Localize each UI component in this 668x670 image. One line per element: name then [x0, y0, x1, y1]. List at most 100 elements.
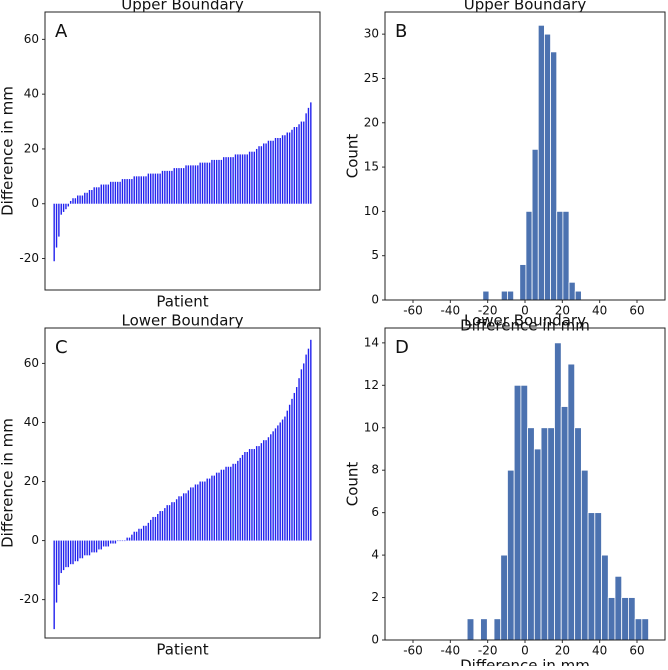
bar [142, 176, 145, 204]
histogram-bar [574, 290, 582, 301]
bar [197, 484, 199, 541]
x-tick-label: 0 [521, 304, 529, 318]
bar [239, 154, 241, 204]
bar [204, 481, 206, 541]
histogram-bar [500, 554, 508, 641]
bar [286, 132, 288, 204]
x-tick-label: -40 [441, 644, 461, 658]
bar [178, 168, 180, 204]
bar [274, 137, 277, 204]
x-tick-label: 0 [521, 644, 529, 658]
bar [175, 499, 178, 541]
bar [154, 173, 157, 204]
histogram-bar [507, 290, 515, 301]
y-tick-label: 5 [371, 248, 379, 262]
y-axis-label: Count [344, 462, 362, 507]
bar [126, 179, 128, 204]
bar [84, 540, 86, 556]
bar [194, 165, 197, 204]
bar [270, 434, 272, 541]
histogram-bar [547, 427, 555, 641]
bar [114, 540, 117, 544]
bar [237, 460, 239, 541]
histogram-bar [601, 554, 609, 641]
bar [222, 157, 225, 204]
bar [135, 176, 138, 204]
bar [263, 440, 265, 541]
bar [65, 203, 67, 210]
histogram-bar [550, 51, 558, 301]
bar [288, 404, 291, 541]
bar [88, 190, 91, 204]
bar [164, 508, 166, 541]
bar [218, 159, 220, 204]
bar [251, 449, 253, 541]
bar [244, 154, 246, 204]
bar [293, 392, 296, 541]
bar [258, 446, 260, 541]
histogram-bar [594, 512, 602, 641]
bar [117, 181, 119, 204]
bar [197, 165, 199, 204]
bar [182, 168, 185, 204]
bar [234, 463, 237, 541]
y-axis-label: Difference in mm [0, 86, 17, 216]
histogram-bar [580, 469, 589, 641]
plot-frame [384, 11, 666, 301]
bar [258, 146, 260, 204]
histogram-bar [537, 24, 545, 301]
x-tick-label: -20 [478, 304, 498, 318]
x-tick-label: 60 [629, 644, 644, 658]
bar [140, 176, 143, 204]
histogram-bar [480, 618, 488, 641]
bar [237, 154, 239, 204]
bar [119, 181, 121, 204]
bar [241, 154, 244, 204]
bar [213, 475, 215, 541]
title: Lower Boundary [464, 312, 586, 330]
bar [105, 540, 107, 547]
y-tick-label: 60 [24, 356, 39, 370]
bar [53, 540, 55, 630]
bar [232, 157, 234, 204]
x-axis-label: Difference in mm [460, 657, 590, 667]
bar [277, 137, 279, 204]
y-tick-label: 4 [371, 548, 379, 562]
bar [157, 173, 159, 204]
bar [305, 354, 307, 541]
bar [227, 157, 230, 204]
bar [81, 195, 84, 204]
bar [293, 127, 296, 204]
bar [109, 181, 112, 204]
bar [298, 378, 300, 541]
bar [201, 162, 204, 204]
bar [62, 540, 65, 571]
bar [105, 184, 107, 204]
title: Upper Boundary [121, 0, 244, 14]
bar [300, 369, 303, 541]
bar [140, 528, 143, 541]
bar [60, 540, 62, 574]
bar [77, 195, 79, 204]
y-tick-label: 60 [24, 32, 39, 46]
bar [58, 540, 60, 585]
bar [300, 121, 303, 204]
bar [161, 511, 164, 541]
histogram-bar [493, 618, 502, 641]
bar [255, 148, 258, 204]
bar [298, 124, 300, 204]
bar [84, 192, 86, 204]
bar [164, 170, 166, 204]
bar [131, 534, 133, 541]
y-tick-label: 40 [24, 415, 39, 429]
bar [182, 493, 185, 541]
bar [77, 540, 79, 562]
bar [190, 487, 192, 541]
bar [128, 179, 131, 204]
bar [112, 540, 114, 544]
bar [310, 102, 312, 204]
plot-frame [384, 327, 666, 641]
bar [150, 173, 152, 204]
bar [79, 540, 81, 559]
bar [190, 165, 192, 204]
